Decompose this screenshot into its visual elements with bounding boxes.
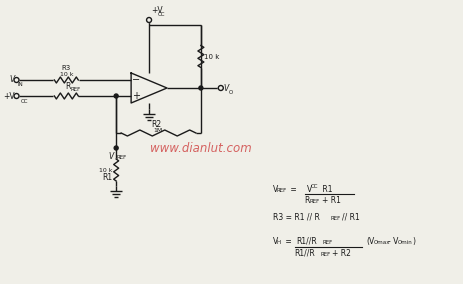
Text: R1: R1 <box>102 172 112 181</box>
Text: 10 k: 10 k <box>203 53 219 60</box>
Text: // R1: // R1 <box>342 213 359 222</box>
Circle shape <box>114 94 118 98</box>
Text: REF: REF <box>70 87 81 91</box>
Text: - V: - V <box>388 237 398 246</box>
Circle shape <box>14 93 19 99</box>
Text: O: O <box>228 90 232 95</box>
Text: V: V <box>306 185 311 194</box>
Circle shape <box>218 85 223 91</box>
Text: CC: CC <box>310 184 317 189</box>
Text: V: V <box>272 237 277 246</box>
Text: +V: +V <box>151 6 163 15</box>
Text: R2: R2 <box>151 120 161 128</box>
Text: REF: REF <box>322 240 332 245</box>
Text: + R1: + R1 <box>322 196 341 205</box>
Text: +: + <box>132 91 140 101</box>
Text: IN: IN <box>18 82 23 87</box>
Text: V: V <box>272 185 277 194</box>
Text: www.dianlut.com: www.dianlut.com <box>150 141 251 154</box>
Text: 10 k: 10 k <box>59 72 73 76</box>
Text: REF: REF <box>276 188 286 193</box>
Text: CC: CC <box>20 99 28 104</box>
Text: =: = <box>282 237 291 246</box>
Text: +V: +V <box>3 91 14 101</box>
Text: H: H <box>276 240 280 245</box>
Text: REF: REF <box>330 216 340 221</box>
Text: 10 k: 10 k <box>99 168 112 172</box>
Text: 1M: 1M <box>153 128 162 133</box>
Text: (V: (V <box>365 237 374 246</box>
Text: R1: R1 <box>320 185 332 194</box>
Text: REF: REF <box>309 199 319 204</box>
Text: R: R <box>65 82 70 91</box>
Text: REF: REF <box>116 155 126 160</box>
Text: ): ) <box>411 237 414 246</box>
Circle shape <box>14 78 19 82</box>
Text: R1//R: R1//R <box>294 249 315 258</box>
Text: =: = <box>287 185 296 194</box>
Text: R3: R3 <box>62 65 71 71</box>
Text: V: V <box>108 152 113 161</box>
Text: V: V <box>9 74 14 83</box>
Text: Omax: Omax <box>373 240 389 245</box>
Text: REF: REF <box>320 252 330 257</box>
Text: R3 = R1 // R: R3 = R1 // R <box>272 213 319 222</box>
Text: + R2: + R2 <box>332 249 350 258</box>
Circle shape <box>199 86 202 90</box>
Text: R: R <box>304 196 309 205</box>
Text: R1//R: R1//R <box>296 237 317 246</box>
Text: Omin: Omin <box>397 240 412 245</box>
Circle shape <box>114 146 118 150</box>
Text: CC: CC <box>158 12 165 17</box>
Circle shape <box>146 18 151 22</box>
Text: −: − <box>132 75 140 85</box>
Text: V: V <box>223 83 229 93</box>
